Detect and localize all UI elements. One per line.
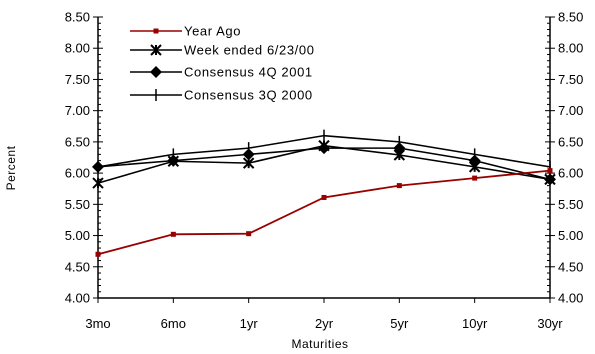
x-tick-label: 2yr	[315, 316, 334, 331]
square-marker	[246, 231, 252, 237]
diamond-marker	[150, 66, 162, 78]
star-marker	[544, 173, 556, 186]
square-marker	[547, 168, 553, 174]
y-axis-title: Percent	[4, 145, 18, 190]
x-axis: 3mo 6mo 1yr 2yr 5yr 10yr 30yr	[85, 298, 563, 331]
series-line	[97, 169, 551, 256]
series-year-ago	[95, 168, 553, 257]
x-tick-label: 5yr	[390, 316, 409, 331]
y-tick-label-right: 5.50	[558, 197, 583, 212]
legend-item: Consensus 4Q 2001	[130, 65, 313, 80]
legend-label: Consensus 4Q 2001	[184, 65, 313, 80]
star-marker	[393, 149, 406, 161]
y-tick-label-left: 5.50	[65, 197, 90, 212]
series-layer	[92, 129, 556, 257]
y-tick-label-right: 5.00	[558, 228, 583, 243]
square-marker	[95, 251, 101, 257]
x-tick-label: 1yr	[240, 316, 259, 331]
square-marker	[170, 231, 176, 237]
legend-item: Year Ago	[130, 24, 241, 39]
legend-item: Week ended 6/23/00	[130, 43, 315, 58]
square-marker	[396, 183, 402, 189]
y-tick-label-left: 7.50	[65, 72, 90, 87]
axes	[97, 17, 551, 299]
x-tick-label: 3mo	[85, 316, 110, 331]
x-tick-label: 30yr	[537, 316, 563, 331]
star-marker	[167, 155, 180, 167]
y-tick-label-right: 6.00	[558, 166, 583, 181]
diamond-marker	[242, 148, 255, 161]
star-marker	[242, 157, 255, 169]
legend-label: Consensus 3Q 2000	[184, 88, 313, 103]
y-tick-label-left: 6.00	[65, 166, 90, 181]
series-week-ended-6-23-00	[92, 139, 556, 189]
x-tick-label: 10yr	[462, 316, 488, 331]
y-tick-label-left: 8.50	[65, 10, 90, 25]
y-tick-label-left: 5.00	[65, 228, 90, 243]
y-tick-label-left: 8.00	[65, 41, 90, 56]
y-tick-label-right: 4.00	[558, 291, 583, 306]
star-marker	[150, 44, 162, 56]
square-marker	[472, 175, 478, 181]
y-axis-left: 4.00 4.50 5.00 5.50 6.00 6.50 7.00 7.50 8.00 8.50	[65, 10, 103, 306]
star-marker	[318, 139, 330, 152]
y-axis-right: 4.00 4.50 5.00 5.50 6.00 6.50 7.00 7.50 8.00 8.50	[545, 10, 583, 306]
legend: Year Ago Week ended 6/23/00 Consensus 4Q 2…	[130, 24, 315, 103]
y-tick-label-left: 4.50	[65, 259, 90, 274]
y-tick-label-left: 4.00	[65, 291, 90, 306]
y-tick-label-right: 7.50	[558, 72, 583, 87]
y-tick-label-right: 8.00	[558, 41, 583, 56]
y-tick-label-right: 4.50	[558, 259, 583, 274]
diamond-marker	[92, 160, 104, 173]
y-tick-label-right: 8.50	[558, 10, 583, 25]
star-marker	[92, 177, 104, 189]
square-marker	[321, 194, 327, 200]
y-tick-label-left: 6.50	[65, 134, 90, 149]
legend-label: Week ended 6/23/00	[184, 43, 315, 58]
y-tick-label-right: 7.00	[558, 103, 583, 118]
y-tick-label-left: 7.00	[65, 103, 90, 118]
star-marker	[468, 161, 481, 173]
legend-item: Consensus 3Q 2000	[130, 88, 313, 103]
y-tick-label-right: 6.50	[558, 134, 583, 149]
legend-label: Year Ago	[184, 24, 241, 39]
x-tick-label: 6mo	[161, 316, 186, 331]
x-axis-title: Maturities	[291, 337, 348, 351]
square-marker	[153, 28, 159, 34]
